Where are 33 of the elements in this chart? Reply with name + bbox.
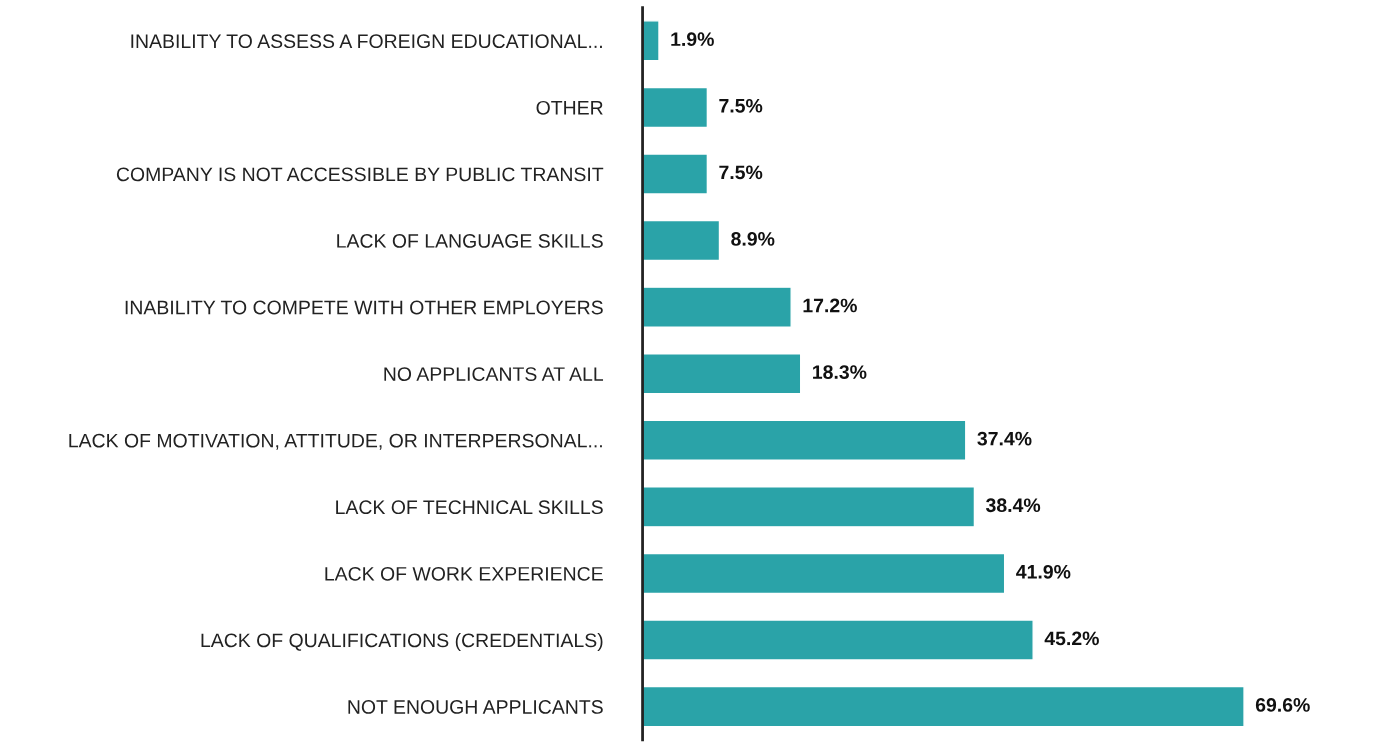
data-label: 38.4% (985, 498, 1041, 513)
bar (642, 486, 976, 528)
bar (642, 353, 802, 395)
y-tick-label: OTHER (536, 100, 603, 115)
bar (642, 219, 721, 262)
y-tick-label: LACK OF TECHNICAL SKILLS (336, 500, 603, 515)
bar (642, 552, 1006, 595)
data-label: 69.6% (1255, 698, 1310, 712)
bar (642, 20, 660, 62)
bar (642, 619, 1034, 661)
y-tick-label: INABILITY TO COMPETE WITH OTHER EMPLOYERS (125, 300, 603, 315)
data-label: 7.5% (719, 165, 763, 180)
bar (642, 286, 792, 328)
data-label: 17.2% (803, 298, 857, 313)
y-tick-label: COMPANY IS NOT ACCESSIBLE BY PUBLIC TRANSIT (116, 167, 604, 182)
bar (642, 153, 709, 195)
y-tick-label: NOT ENOUGH APPLICANTS (348, 700, 603, 714)
data-label: 18.3% (813, 365, 867, 379)
y-tick-label: NO APPLICANTS AT ALL (384, 367, 604, 381)
y-tick-label: LACK OF QUALIFICATIONS (CREDENTIALS) (201, 632, 603, 652)
y-tick-label: LACK OF LANGUAGE SKILLS (337, 234, 603, 248)
y-tick-label: INABILITY TO ASSESS A FOREIGN EDUCATIONAL... (131, 34, 602, 49)
data-label: 7.5% (719, 98, 763, 113)
y-tick-label: LACK OF MOTIVATION, ATTITUDE, OR INTERPERSONAL... (69, 433, 602, 450)
bar (642, 419, 967, 461)
y-tick-label: LACK OF WORK EXPERIENCE (325, 566, 603, 581)
data-label: 1.9% (671, 32, 714, 47)
data-label: 45.2% (1044, 631, 1099, 646)
bar (642, 685, 1245, 728)
data-label: 37.4% (977, 431, 1032, 446)
data-label: 41.9% (1016, 564, 1071, 579)
bar (642, 86, 709, 129)
data-label: 8.9% (731, 232, 775, 246)
